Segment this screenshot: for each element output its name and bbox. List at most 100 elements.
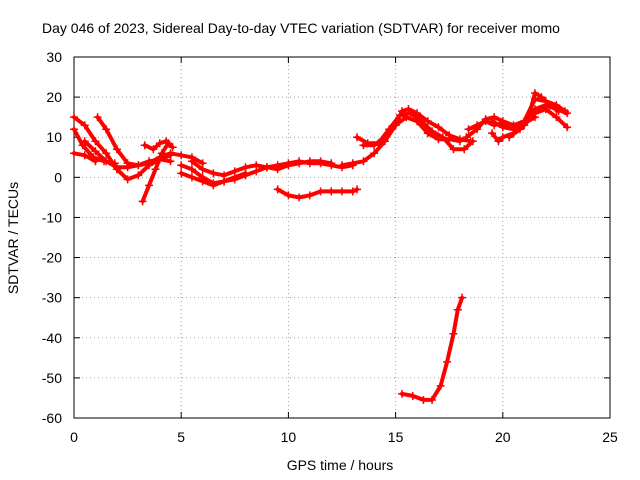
data-point bbox=[177, 151, 186, 160]
data-point bbox=[230, 173, 239, 182]
data-point bbox=[428, 127, 437, 136]
y-tick-label: -60 bbox=[42, 410, 62, 426]
data-point bbox=[473, 125, 482, 134]
data-point bbox=[252, 161, 261, 170]
data-point bbox=[112, 145, 121, 154]
data-point bbox=[198, 165, 207, 174]
data-point bbox=[490, 113, 499, 122]
data-point bbox=[353, 185, 362, 194]
data-point bbox=[91, 157, 100, 166]
data-point bbox=[520, 117, 529, 126]
data-point bbox=[419, 395, 428, 404]
data-point bbox=[460, 145, 469, 154]
data-point bbox=[423, 129, 432, 138]
data-point bbox=[157, 149, 166, 158]
x-tick-label: 5 bbox=[177, 429, 185, 445]
data-point bbox=[220, 177, 229, 186]
x-tick-label: 25 bbox=[602, 429, 618, 445]
data-series-arc14 bbox=[353, 109, 477, 154]
data-point bbox=[305, 191, 314, 200]
data-series-arc7 bbox=[140, 137, 177, 154]
data-point bbox=[530, 109, 539, 118]
data-point bbox=[177, 169, 186, 178]
data-point bbox=[406, 109, 415, 118]
data-point bbox=[284, 191, 293, 200]
data-point bbox=[436, 381, 445, 390]
data-series-arc11 bbox=[273, 185, 362, 202]
data-point bbox=[151, 165, 160, 174]
data-point bbox=[102, 125, 111, 134]
data-point bbox=[408, 391, 417, 400]
data-point bbox=[145, 159, 154, 168]
data-point bbox=[481, 115, 490, 124]
data-point bbox=[498, 123, 507, 132]
data-point bbox=[145, 181, 154, 190]
data-point bbox=[123, 159, 132, 168]
data-point bbox=[552, 113, 561, 122]
data-point bbox=[458, 293, 467, 302]
data-point bbox=[468, 137, 477, 146]
data-point bbox=[374, 139, 383, 148]
data-point bbox=[560, 107, 569, 116]
data-series-layer bbox=[70, 89, 572, 404]
data-point bbox=[80, 137, 89, 146]
data-point bbox=[434, 123, 443, 132]
data-point bbox=[449, 329, 458, 338]
data-point bbox=[78, 141, 87, 150]
data-point bbox=[134, 161, 143, 170]
data-point bbox=[162, 137, 171, 146]
data-point bbox=[295, 159, 304, 168]
x-tick-label: 0 bbox=[70, 429, 78, 445]
data-point bbox=[187, 157, 196, 166]
y-tick-label: -30 bbox=[42, 290, 62, 306]
y-tick-label: -20 bbox=[42, 250, 62, 266]
y-tick-label: 10 bbox=[46, 129, 62, 145]
y-axis-label: SDTVAR / TECUs bbox=[5, 182, 21, 294]
data-point bbox=[464, 125, 473, 134]
x-tick-label: 20 bbox=[495, 429, 511, 445]
data-point bbox=[138, 197, 147, 206]
data-point bbox=[209, 169, 218, 178]
data-point bbox=[327, 187, 336, 196]
data-point bbox=[449, 145, 458, 154]
data-point bbox=[187, 165, 196, 174]
x-axis-ticks: 0 5 10 15 20 25 bbox=[70, 57, 618, 445]
data-point bbox=[70, 113, 78, 122]
data-point bbox=[417, 117, 426, 126]
data-point bbox=[348, 187, 357, 196]
data-point bbox=[563, 123, 572, 132]
x-axis-label: GPS time / hours bbox=[287, 457, 394, 473]
data-series-arc10 bbox=[177, 169, 250, 190]
data-point bbox=[273, 185, 282, 194]
y-tick-label: 20 bbox=[46, 89, 62, 105]
data-point bbox=[353, 133, 362, 142]
data-point bbox=[363, 139, 372, 148]
data-point bbox=[505, 133, 514, 142]
data-point bbox=[134, 171, 143, 180]
grid-layer bbox=[74, 57, 610, 418]
data-series-arc20 bbox=[488, 95, 569, 134]
data-series-arc3 bbox=[70, 149, 100, 166]
data-point bbox=[305, 157, 314, 166]
series-line bbox=[340, 107, 473, 168]
data-point bbox=[370, 149, 379, 158]
data-point bbox=[209, 181, 218, 190]
data-point bbox=[338, 187, 346, 196]
data-point bbox=[445, 131, 454, 140]
data-point bbox=[316, 187, 325, 196]
data-point bbox=[455, 135, 464, 144]
data-point bbox=[438, 133, 447, 142]
y-tick-label: 30 bbox=[46, 49, 62, 65]
data-point bbox=[541, 97, 550, 106]
data-point bbox=[91, 137, 100, 146]
data-point bbox=[80, 121, 89, 130]
data-point bbox=[155, 139, 164, 148]
data-point bbox=[488, 117, 497, 126]
data-point bbox=[112, 163, 121, 172]
data-point bbox=[123, 175, 132, 184]
data-point bbox=[149, 145, 158, 154]
y-tick-label: 0 bbox=[54, 169, 62, 185]
data-point bbox=[80, 151, 89, 160]
data-point bbox=[359, 157, 368, 166]
data-point bbox=[93, 113, 102, 122]
